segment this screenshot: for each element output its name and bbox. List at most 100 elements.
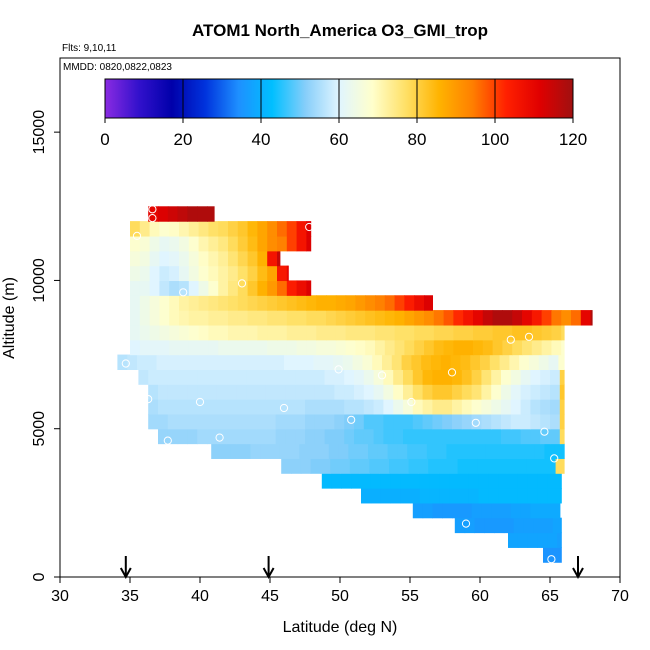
- heatmap-cell: [130, 265, 141, 282]
- heatmap-cell: [461, 502, 473, 519]
- heatmap-cells: [117, 206, 593, 563]
- heatmap-cell: [265, 413, 277, 430]
- heatmap-cell: [316, 310, 327, 326]
- heatmap-cell: [491, 428, 502, 445]
- heatmap-cell: [328, 443, 340, 459]
- y-tick-label: 5000: [31, 411, 48, 447]
- heatmap-cell: [443, 324, 454, 341]
- heatmap-cell: [408, 458, 419, 474]
- heatmap-cell: [389, 458, 400, 474]
- flight-track-point: [215, 433, 224, 442]
- heatmap-cell: [286, 221, 298, 237]
- heatmap-cell: [237, 324, 249, 341]
- heatmap-cell: [169, 339, 180, 356]
- heatmap-cell: [394, 310, 405, 326]
- heatmap-cell: [277, 221, 288, 237]
- heatmap-cell: [187, 428, 198, 445]
- colorbar: 0 20 40 60 80 100 120: [100, 78, 587, 149]
- flight-track-point: [179, 288, 188, 297]
- heatmap-cell: [412, 399, 424, 415]
- heatmap-cell: [320, 458, 331, 474]
- heatmap-cell: [247, 265, 258, 282]
- heatmap-cell: [372, 354, 383, 370]
- heatmap-cell: [459, 488, 470, 504]
- heatmap-cell: [543, 547, 554, 563]
- heatmap-cell: [464, 517, 475, 534]
- heatmap-cell: [456, 443, 467, 459]
- flight-track-point: [569, 341, 578, 350]
- heatmap-cell: [442, 502, 453, 519]
- heatmap-cell: [316, 339, 327, 356]
- heatmap-cell: [218, 265, 229, 282]
- heatmap-cell: [533, 517, 544, 534]
- heatmap-cell: [159, 265, 170, 282]
- heatmap-cell: [264, 354, 275, 370]
- heatmap-cell: [355, 339, 366, 356]
- heatmap-cell: [197, 206, 208, 222]
- heatmap-cell: [247, 221, 258, 237]
- heatmap-cell: [554, 443, 565, 459]
- heatmap-cell: [571, 310, 582, 326]
- flight-track-point: [347, 415, 356, 424]
- heatmap-cell: [208, 250, 219, 267]
- heatmap-cell: [429, 473, 440, 489]
- heatmap-cell: [520, 502, 531, 519]
- heatmap-cell: [338, 443, 349, 459]
- heatmap-cell: [237, 295, 249, 311]
- heatmap-cell: [198, 221, 209, 237]
- heatmap-cell: [208, 310, 219, 326]
- heatmap-cell: [158, 399, 169, 415]
- heatmap-cell: [187, 206, 198, 222]
- flight-track-point: [540, 427, 549, 436]
- heatmap-cell: [418, 458, 429, 474]
- heatmap-cell: [461, 369, 473, 385]
- heatmap-cell: [267, 280, 278, 296]
- heatmap-cell: [277, 324, 288, 341]
- heatmap-cell: [149, 310, 160, 326]
- heatmap-cell: [270, 443, 281, 459]
- heatmap-cell: [501, 369, 512, 385]
- y-tick-label: 15000: [31, 110, 48, 155]
- heatmap-cell: [403, 384, 414, 400]
- heatmap-cell: [519, 354, 530, 370]
- flight-track-point: [506, 335, 515, 344]
- heatmap-cell: [198, 339, 209, 356]
- heatmap-cell: [550, 413, 561, 430]
- heatmap-cell: [257, 310, 268, 326]
- heatmap-cell: [295, 428, 306, 445]
- heatmap-cell: [275, 413, 286, 430]
- heatmap-cell: [226, 384, 237, 400]
- heatmap-cell: [156, 354, 167, 370]
- heatmap-cell: [461, 399, 473, 415]
- heatmap-cell: [305, 428, 316, 445]
- heatmap-cell: [286, 265, 289, 282]
- heatmap-cell: [230, 443, 242, 459]
- heatmap-cell: [404, 310, 415, 326]
- heatmap-cell: [247, 339, 258, 356]
- heatmap-cell: [470, 354, 481, 370]
- heatmap-cell: [461, 384, 473, 400]
- heatmap-cell: [520, 428, 531, 445]
- heatmap-cell: [422, 399, 433, 415]
- heatmap-cell: [306, 339, 317, 356]
- x-tick-label: 45: [261, 588, 279, 605]
- heatmap-cell: [509, 354, 520, 370]
- heatmap-cell: [412, 369, 424, 385]
- heatmap-cell: [393, 384, 404, 400]
- heatmap-cell: [139, 310, 151, 326]
- flight-track-points: [121, 205, 578, 564]
- heatmap-cell: [265, 399, 277, 415]
- heatmap-cell: [370, 473, 382, 489]
- heatmap-cell: [487, 458, 498, 474]
- heatmap-cell: [177, 399, 188, 415]
- flight-track-point: [447, 368, 457, 377]
- heatmap-cell: [296, 324, 307, 341]
- x-tick-label: 35: [121, 588, 139, 605]
- heatmap-cell: [257, 295, 268, 311]
- colorbar-tick-label: 60: [330, 130, 349, 149]
- heatmap-cell: [195, 354, 207, 370]
- heatmap-cell: [148, 369, 159, 385]
- heatmap-cell: [484, 517, 495, 534]
- heatmap-cell: [440, 354, 452, 370]
- heatmap-cell: [355, 324, 366, 341]
